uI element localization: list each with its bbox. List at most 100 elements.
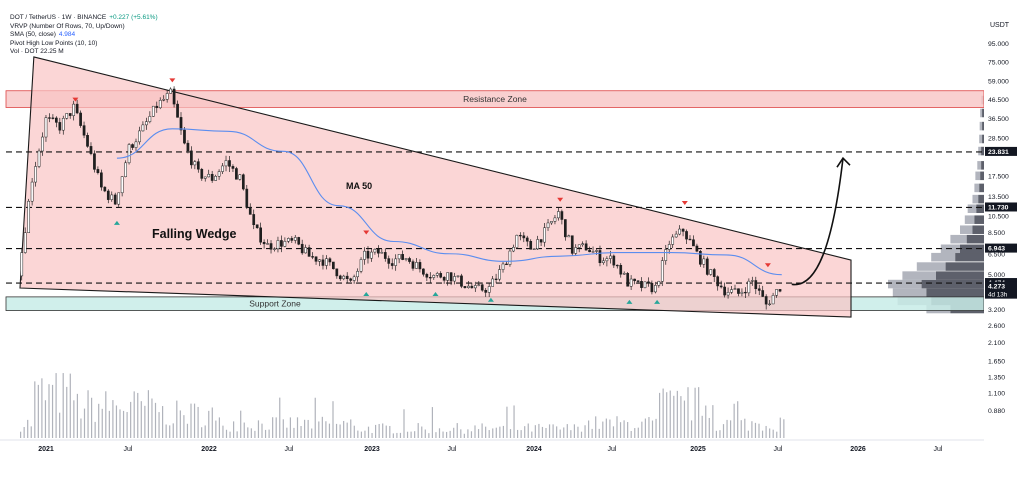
candle-body <box>408 258 411 262</box>
volume-bar <box>311 428 313 438</box>
price-tick-label: 28.500 <box>988 135 1009 142</box>
volume-bar <box>513 405 515 438</box>
volume-profile-bar <box>978 194 984 204</box>
volume-profile-bar <box>888 279 922 289</box>
candle-body <box>709 269 713 275</box>
volume-bar <box>637 427 639 438</box>
pivot-high-marker <box>169 78 176 83</box>
volume-bar <box>162 406 164 438</box>
candle-body <box>550 221 553 224</box>
volume-profile-bar <box>964 215 975 224</box>
price-badge-label: 11.730 <box>988 204 1009 211</box>
candle-body <box>456 275 460 277</box>
volume-bar <box>481 423 483 438</box>
price-tick-label: 46.500 <box>988 97 1009 104</box>
candle-body <box>411 261 415 269</box>
candle-body <box>775 289 778 296</box>
candle-body <box>733 288 737 290</box>
candle-body <box>543 227 546 243</box>
candle-body <box>453 276 456 282</box>
volume-bar <box>268 429 270 438</box>
volume-bar <box>651 420 654 438</box>
candle-body <box>41 136 44 152</box>
volume-bar <box>446 431 448 438</box>
volume-bar <box>296 417 299 438</box>
volume-bar <box>776 431 778 438</box>
volume-bar <box>538 423 540 438</box>
candle-body <box>23 232 27 253</box>
volume-bar <box>183 415 185 438</box>
volume-bar <box>726 419 728 438</box>
candle-body <box>705 258 709 275</box>
legend-symbol[interactable]: DOT / TetherUS · 1W · BINANCE <box>10 14 107 21</box>
candle-body <box>342 275 346 280</box>
volume-bar <box>517 429 519 438</box>
volume-profile-bar <box>960 225 973 234</box>
volume-bar <box>630 430 632 438</box>
price-badge[interactable] <box>985 243 1017 253</box>
time-tick-label: Jul <box>774 446 783 453</box>
candle-body <box>321 259 325 266</box>
price-tick-label: 5.000 <box>988 272 1005 279</box>
candle-body <box>89 146 93 154</box>
candle-body <box>425 274 429 278</box>
volume-bar <box>506 406 508 438</box>
volume-bar <box>364 430 366 438</box>
pivot-high-marker <box>764 263 771 268</box>
volume-bar <box>676 390 678 438</box>
support-zone-label: Support Zone <box>249 299 301 309</box>
time-tick-label: Jul <box>608 446 617 453</box>
candle-body <box>65 113 69 119</box>
candle-body <box>86 135 89 147</box>
volume-bar <box>115 405 118 438</box>
candle-body <box>332 261 335 270</box>
projection-arrow <box>791 158 844 286</box>
candle-body <box>522 235 526 239</box>
volume-bar <box>747 430 749 438</box>
volume-bar <box>147 390 149 438</box>
candle-body <box>380 252 384 254</box>
volume-bar <box>154 402 157 438</box>
price-badge[interactable] <box>985 146 1017 156</box>
volume-profile-bar <box>972 225 984 234</box>
volume-bar <box>48 384 50 438</box>
volume-bar <box>548 424 551 438</box>
pivot-low-marker <box>487 297 494 302</box>
volume-bar <box>414 431 416 438</box>
price-badge[interactable] <box>985 281 1017 299</box>
volume-bar <box>190 403 192 438</box>
candle-body <box>325 258 328 266</box>
candle-body <box>228 160 231 167</box>
volume-bar <box>392 433 394 438</box>
candle-body <box>432 275 436 278</box>
candle-body <box>754 280 758 290</box>
candle-body <box>726 292 730 296</box>
legend-sma-label[interactable]: SMA (50, close) <box>10 31 56 39</box>
candle-body <box>51 117 55 119</box>
volume-bar <box>179 410 181 438</box>
legend-pivots[interactable]: Pivot High Low Points (10, 10) <box>10 39 98 47</box>
legend-volume-label[interactable]: Vol · DOT <box>10 48 39 56</box>
candle-body <box>428 277 432 279</box>
legend-vrvp[interactable]: VRVP (Number Of Rows, 70, Up/Down) <box>10 22 125 30</box>
candle-body <box>418 262 422 270</box>
volume-profile-bar <box>975 171 981 181</box>
volume-bar <box>193 403 196 438</box>
price-badge[interactable] <box>985 202 1017 212</box>
volume-profile-bar <box>979 183 984 193</box>
pivot-high-marker <box>557 197 564 202</box>
volume-bar <box>122 410 125 438</box>
candle-body <box>723 286 726 296</box>
volume-bar <box>275 417 277 438</box>
candle-body <box>141 124 145 132</box>
volume-bar <box>520 430 522 438</box>
volume-bar <box>527 423 529 438</box>
volume-bar <box>229 431 231 438</box>
candle-body <box>82 125 86 136</box>
volume-profile-bar <box>981 146 984 156</box>
volume-bar <box>765 425 767 438</box>
volume-profile-bar <box>974 215 984 224</box>
candle-body <box>106 190 110 200</box>
